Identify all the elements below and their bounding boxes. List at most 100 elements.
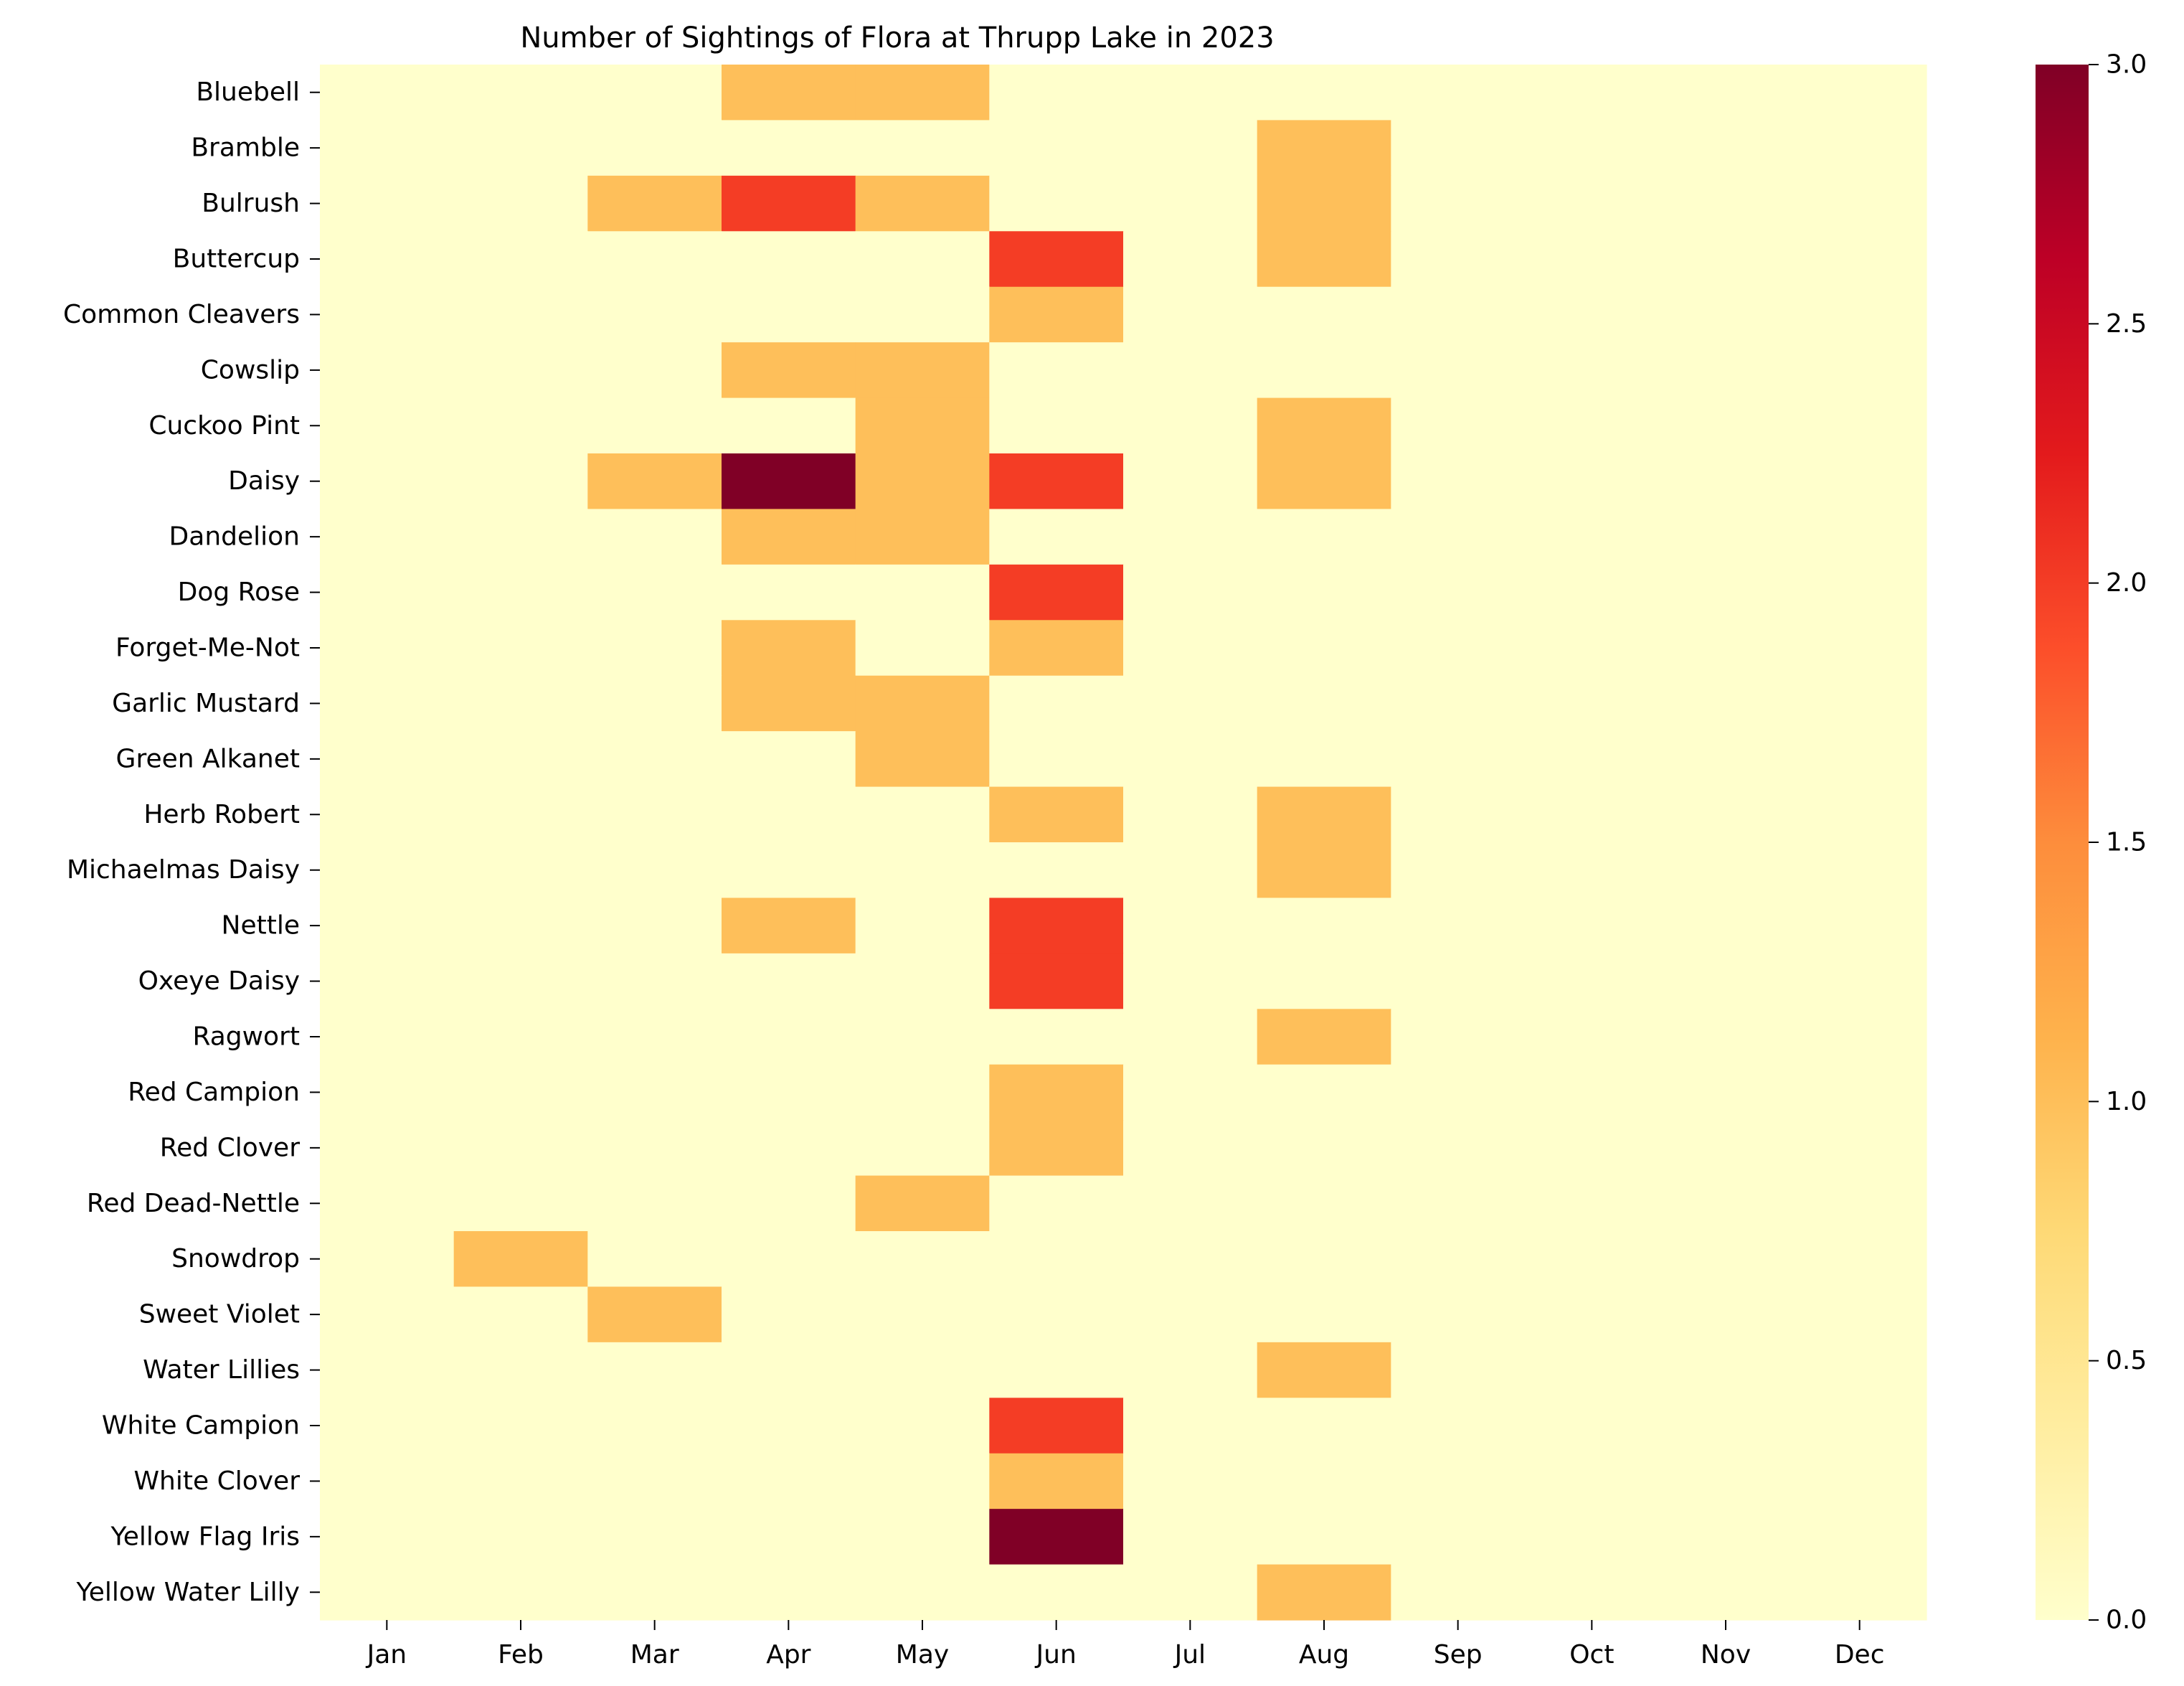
heatmap-cell bbox=[1123, 564, 1258, 621]
y-tick-label: Forget-Me-Not bbox=[115, 634, 300, 663]
y-tick-label: Ragwort bbox=[192, 1022, 300, 1052]
heatmap-cell bbox=[1123, 1342, 1258, 1398]
heatmap-cell bbox=[855, 1120, 990, 1177]
heatmap-cell bbox=[1391, 620, 1526, 677]
heatmap-cell bbox=[320, 120, 455, 176]
heatmap-cell bbox=[1792, 1564, 1927, 1621]
heatmap-cell bbox=[722, 731, 856, 788]
heatmap-cell bbox=[1658, 286, 1793, 343]
heatmap-cell bbox=[587, 564, 722, 621]
y-tick-label: Nettle bbox=[222, 911, 300, 941]
heatmap-cell bbox=[722, 1564, 856, 1621]
heatmap-cell bbox=[722, 1064, 856, 1121]
heatmap-cell bbox=[1257, 286, 1391, 343]
heatmap-cell bbox=[1658, 1564, 1793, 1621]
heatmap-cell bbox=[855, 120, 990, 176]
heatmap-cell bbox=[855, 1398, 990, 1454]
heatmap-cell bbox=[855, 1009, 990, 1065]
heatmap-cell bbox=[1792, 509, 1927, 565]
heatmap-cell bbox=[855, 1064, 990, 1121]
heatmap-cell bbox=[1658, 231, 1793, 288]
y-tick-label: Bulrush bbox=[202, 189, 300, 218]
heatmap-cell bbox=[855, 1175, 990, 1232]
heatmap-cell bbox=[1658, 898, 1793, 954]
heatmap-cell bbox=[453, 620, 588, 677]
colorbar-gradient bbox=[2036, 65, 2089, 1620]
y-tick-label: Michaelmas Daisy bbox=[67, 855, 300, 885]
heatmap-cell bbox=[1525, 1509, 1660, 1565]
heatmap-cell bbox=[320, 1453, 455, 1510]
heatmap-cell bbox=[1525, 1342, 1660, 1398]
heatmap-cell bbox=[1391, 1398, 1526, 1454]
heatmap-cell bbox=[1658, 1286, 1793, 1343]
heatmap-cell bbox=[989, 1064, 1124, 1121]
heatmap-cell bbox=[1257, 342, 1391, 399]
heatmap-cell bbox=[855, 1453, 990, 1510]
heatmap-cell bbox=[1792, 65, 1927, 121]
heatmap-cell bbox=[722, 397, 856, 454]
heatmap-cell bbox=[989, 1231, 1124, 1288]
heatmap-cell bbox=[320, 286, 455, 343]
colorbar-tick-label: 2.5 bbox=[2106, 309, 2147, 339]
heatmap-cell bbox=[453, 842, 588, 899]
heatmap-cell bbox=[1391, 1509, 1526, 1565]
heatmap-cell bbox=[989, 1342, 1124, 1398]
heatmap-cell bbox=[453, 1231, 588, 1288]
heatmap-cell bbox=[1525, 65, 1660, 121]
heatmap-cell bbox=[1257, 842, 1391, 899]
x-tick-label: Aug bbox=[1299, 1640, 1349, 1669]
y-tick-label: Red Dead-Nettle bbox=[87, 1189, 300, 1218]
heatmap-cell bbox=[320, 953, 455, 1009]
heatmap-cell bbox=[1257, 1120, 1391, 1177]
heatmap-cell bbox=[1391, 1009, 1526, 1065]
heatmap-cell bbox=[989, 1398, 1124, 1454]
heatmap-cell bbox=[989, 564, 1124, 621]
heatmap-cell bbox=[855, 342, 990, 399]
heatmap-cell bbox=[722, 175, 856, 232]
heatmap-cell bbox=[587, 65, 722, 121]
heatmap-cell bbox=[855, 842, 990, 899]
heatmap-cell bbox=[1658, 620, 1793, 677]
heatmap-cell bbox=[722, 342, 856, 399]
heatmap-cell bbox=[989, 953, 1124, 1009]
heatmap-cell bbox=[855, 231, 990, 288]
heatmap-cell bbox=[587, 953, 722, 1009]
heatmap-cell bbox=[453, 175, 588, 232]
heatmap-cell bbox=[1123, 1009, 1258, 1065]
heatmap-cell bbox=[453, 898, 588, 954]
heatmap-cell bbox=[855, 1564, 990, 1621]
heatmap-cell bbox=[1391, 1453, 1526, 1510]
heatmap-cell bbox=[989, 786, 1124, 843]
heatmap-cell bbox=[453, 564, 588, 621]
heatmap-cell bbox=[1123, 620, 1258, 677]
heatmap-cell bbox=[855, 1286, 990, 1343]
heatmap-cell bbox=[989, 342, 1124, 399]
heatmap-cell bbox=[1792, 1175, 1927, 1232]
heatmap-cell bbox=[1391, 509, 1526, 565]
heatmap-cell bbox=[587, 1453, 722, 1510]
heatmap-cell bbox=[1391, 731, 1526, 788]
heatmap-cell bbox=[1658, 1398, 1793, 1454]
heatmap-cell bbox=[1257, 953, 1391, 1009]
heatmap-cell bbox=[1257, 564, 1391, 621]
heatmap-cell bbox=[1123, 175, 1258, 232]
heatmap-cell bbox=[320, 453, 455, 510]
heatmap-cell bbox=[587, 786, 722, 843]
y-tick-label: Red Campion bbox=[128, 1078, 300, 1107]
heatmap-cell bbox=[587, 175, 722, 232]
heatmap-cell bbox=[855, 175, 990, 232]
heatmap-cell bbox=[1525, 1231, 1660, 1288]
heatmap-cell bbox=[1658, 397, 1793, 454]
heatmap-cell bbox=[855, 1231, 990, 1288]
heatmap-cell bbox=[1792, 731, 1927, 788]
colorbar-tick-label: 0.5 bbox=[2106, 1346, 2147, 1375]
heatmap-cell bbox=[587, 120, 722, 176]
heatmap-cell bbox=[1525, 1175, 1660, 1232]
heatmap-cell bbox=[1658, 65, 1793, 121]
heatmap-cell bbox=[453, 65, 588, 121]
heatmap-cell bbox=[1391, 1286, 1526, 1343]
heatmap-cell bbox=[855, 397, 990, 454]
heatmap-cell bbox=[1123, 953, 1258, 1009]
heatmap-cell bbox=[453, 953, 588, 1009]
heatmap-cell bbox=[453, 1009, 588, 1065]
